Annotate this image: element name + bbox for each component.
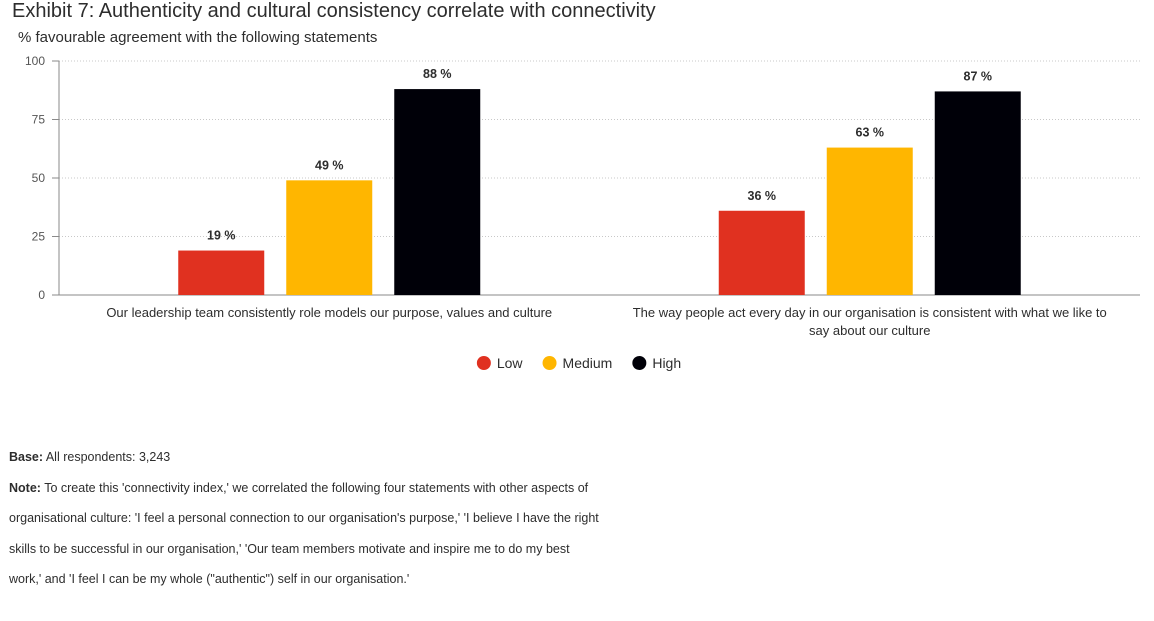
- data-label: 36 %: [748, 189, 777, 203]
- base-label: Base:: [9, 450, 44, 464]
- legend-item-high: High: [632, 355, 681, 371]
- bar-low: [178, 250, 265, 295]
- category-label: Our leadership team consistently role mo…: [106, 305, 552, 320]
- data-labels: 19 % 49 % 88 % 36 % 63 % 87 %: [207, 67, 992, 242]
- note-label: Note:: [9, 480, 41, 495]
- data-label: 63 %: [856, 126, 885, 140]
- bar-low: [718, 210, 805, 295]
- data-label: 87 %: [964, 69, 993, 83]
- chart-subtitle: % favourable agreement with the followin…: [18, 29, 378, 46]
- legend-swatch: [632, 356, 647, 370]
- base-text: All respondents: 3,243: [45, 450, 171, 464]
- y-tick-label: 100: [25, 54, 45, 68]
- bar-chart: 0 25 50 75 100 19 % 49 % 88 % 36 % 63 % 87 % Our …: [25, 54, 1140, 371]
- legend-swatch: [476, 356, 491, 370]
- base-note: Base: All respondents: 3,243: [9, 442, 599, 473]
- data-label: 49 %: [315, 158, 344, 172]
- y-tick-label: 50: [32, 171, 46, 185]
- legend-item-low: Low: [476, 355, 524, 371]
- y-tick-label: 75: [32, 113, 46, 127]
- legend-label: Low: [497, 355, 524, 371]
- chart-title: Exhibit 7: Authenticity and cultural con…: [12, 0, 656, 22]
- bar-medium: [826, 147, 913, 295]
- bars: [178, 89, 1021, 295]
- note-text: To create this 'connectivity index,' we …: [9, 480, 599, 587]
- data-label: 19 %: [207, 229, 236, 243]
- y-tick-label: 0: [38, 288, 45, 302]
- x-axis-labels: Our leadership team consistently role mo…: [106, 305, 1106, 338]
- bar-medium: [286, 180, 373, 295]
- legend-item-medium: Medium: [542, 355, 613, 371]
- data-label: 88 %: [423, 67, 452, 81]
- y-axis-ticks: 0 25 50 75 100: [25, 54, 59, 302]
- legend-swatch: [542, 356, 557, 370]
- bar-high: [934, 91, 1021, 295]
- bar-high: [394, 89, 481, 295]
- legend-label: High: [652, 355, 681, 371]
- legend: Low Medium High: [476, 355, 681, 371]
- category-label: The way people act every day in our orga…: [633, 305, 1107, 320]
- chart-footer: Base: All respondents: 3,243 Note: To cr…: [9, 442, 599, 595]
- y-tick-label: 25: [32, 230, 46, 244]
- methodology-note: Note: To create this 'connectivity index…: [9, 473, 599, 595]
- legend-label: Medium: [563, 355, 613, 371]
- category-label: say about our culture: [809, 323, 930, 338]
